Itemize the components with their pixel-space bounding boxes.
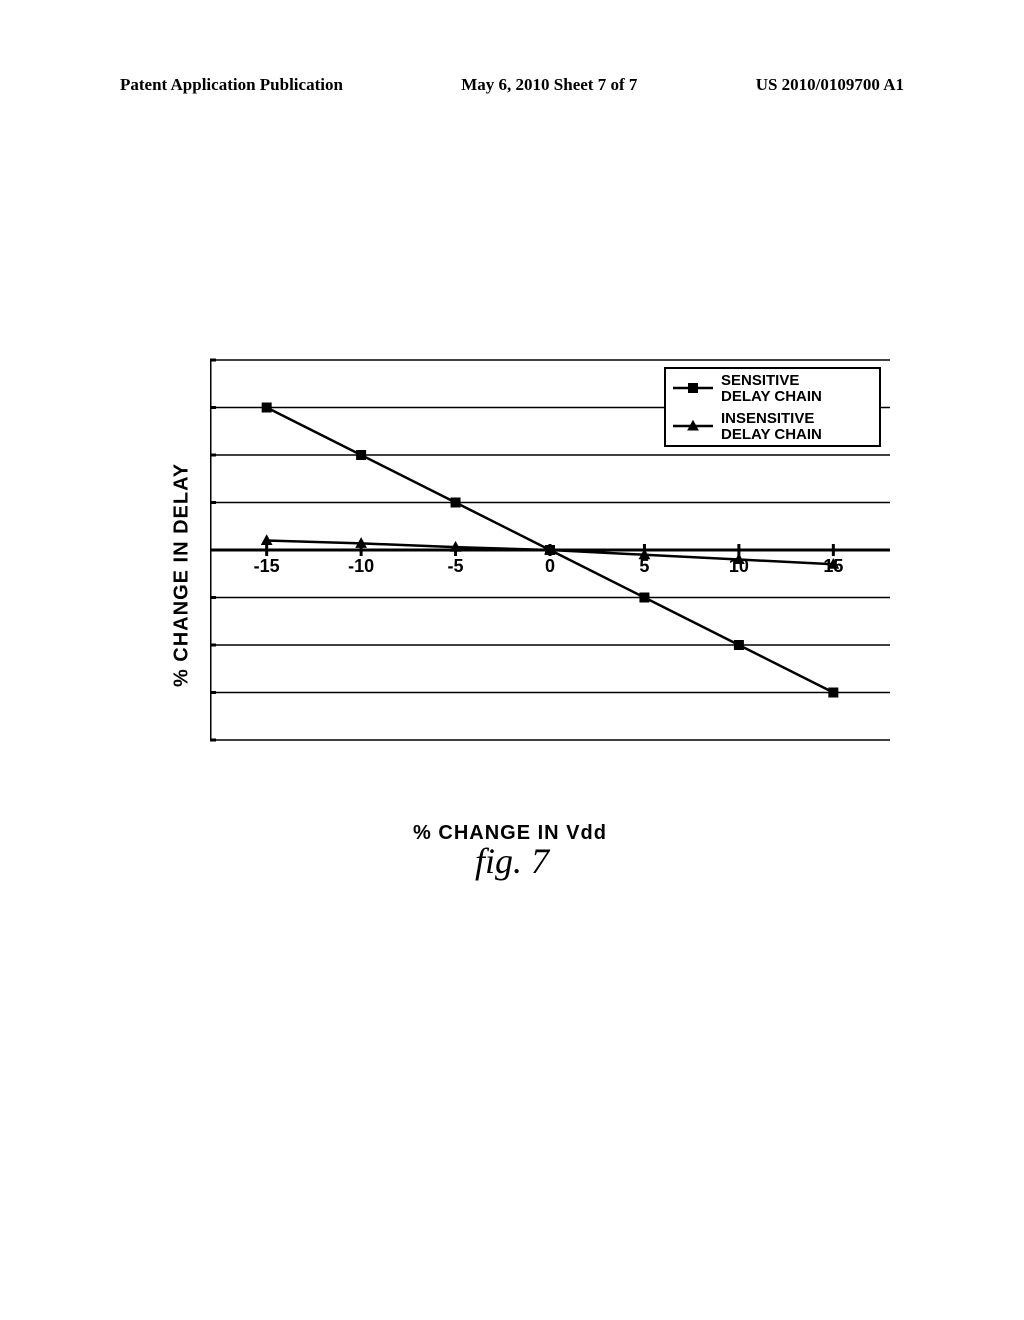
svg-text:INSENSITIVE: INSENSITIVE	[721, 410, 814, 427]
y-axis-label: % CHANGE IN DELAY	[171, 463, 194, 687]
page-header: Patent Application Publication May 6, 20…	[0, 75, 1024, 95]
svg-text:-5: -5	[448, 556, 464, 576]
svg-text:DELAY CHAIN: DELAY CHAIN	[721, 426, 822, 443]
svg-text:DELAY CHAIN: DELAY CHAIN	[721, 388, 822, 405]
header-center: May 6, 2010 Sheet 7 of 7	[461, 75, 637, 95]
header-right: US 2010/0109700 A1	[756, 75, 904, 95]
svg-text:-15: -15	[254, 556, 280, 576]
figure-caption: fig. 7	[475, 840, 549, 882]
chart-container: % CHANGE IN DELAY % CHANGE IN Vdd -15-10…	[130, 350, 890, 800]
svg-text:0: 0	[545, 556, 555, 576]
header-left: Patent Application Publication	[120, 75, 343, 95]
svg-text:SENSITIVE: SENSITIVE	[721, 372, 799, 389]
svg-text:-10: -10	[348, 556, 374, 576]
chart-plot: -15-10-5051015-20-15-10-505101520SENSITI…	[210, 350, 890, 750]
